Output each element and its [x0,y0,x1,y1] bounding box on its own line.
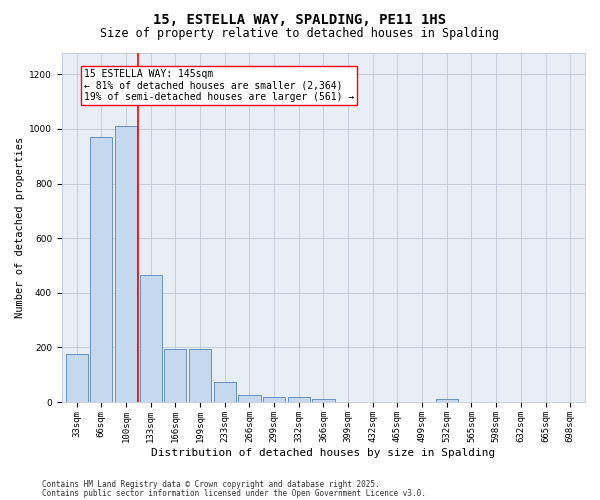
Bar [115,126,137,402]
Bar [214,382,236,402]
Text: Contains public sector information licensed under the Open Government Licence v3: Contains public sector information licen… [42,488,426,498]
Bar [164,349,187,402]
Bar [263,396,285,402]
Bar [436,398,458,402]
Y-axis label: Number of detached properties: Number of detached properties [15,136,25,318]
Bar [189,349,211,402]
Bar [287,398,310,402]
Bar [90,137,112,402]
Bar [65,354,88,402]
Text: Size of property relative to detached houses in Spalding: Size of property relative to detached ho… [101,28,499,40]
Bar [238,395,260,402]
X-axis label: Distribution of detached houses by size in Spalding: Distribution of detached houses by size … [151,448,496,458]
Text: 15 ESTELLA WAY: 145sqm
← 81% of detached houses are smaller (2,364)
19% of semi-: 15 ESTELLA WAY: 145sqm ← 81% of detached… [84,69,355,102]
Bar [313,400,335,402]
Bar [140,275,162,402]
Text: 15, ESTELLA WAY, SPALDING, PE11 1HS: 15, ESTELLA WAY, SPALDING, PE11 1HS [154,12,446,26]
Text: Contains HM Land Registry data © Crown copyright and database right 2025.: Contains HM Land Registry data © Crown c… [42,480,380,489]
